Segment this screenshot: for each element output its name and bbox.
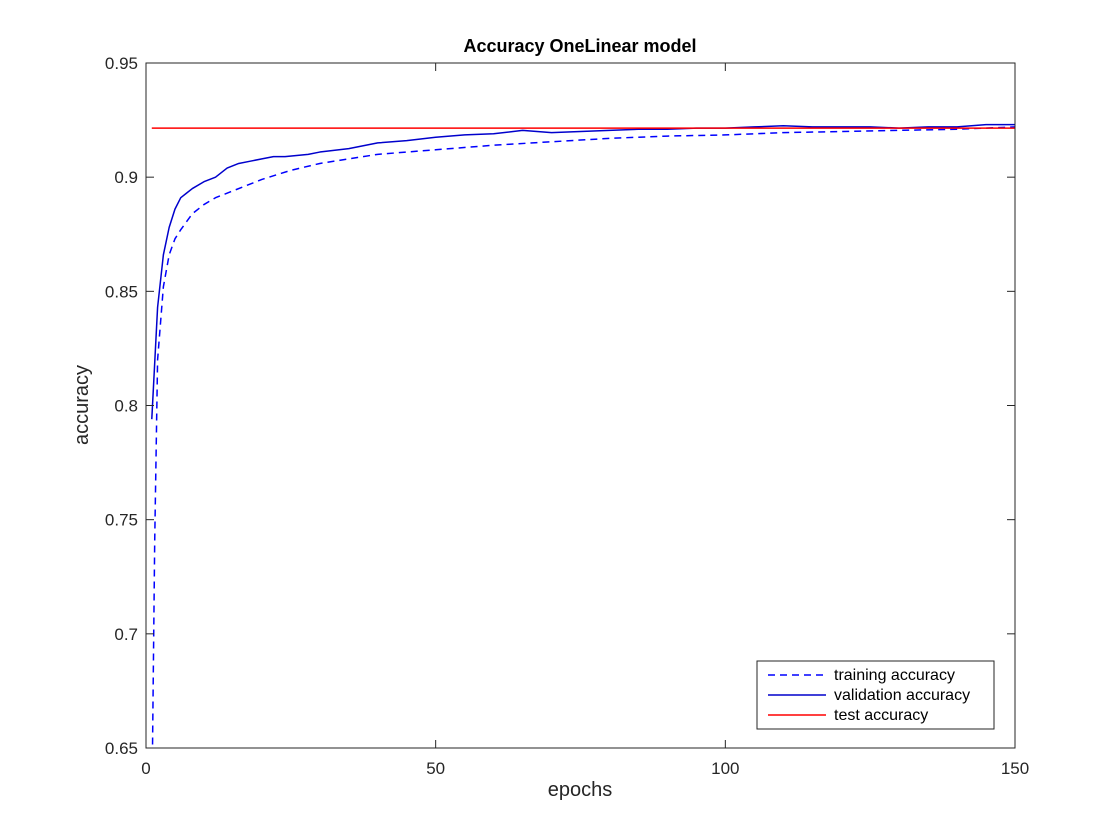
- series-layer: [151, 123, 1015, 748]
- legend: training accuracy validation accuracy te…: [756, 660, 995, 730]
- y-tick-label: 0.7: [114, 625, 138, 644]
- legend-label-validation: validation accuracy: [834, 687, 970, 704]
- y-tick-label: 0.75: [105, 511, 138, 530]
- series-line-validation-accuracy: [151, 123, 1015, 420]
- legend-label-training: training accuracy: [834, 667, 955, 684]
- x-tick-label: 0: [141, 759, 150, 778]
- chart-title: Accuracy OneLinear model: [463, 36, 696, 56]
- ticks-layer: 0 50 100 150 0.65 0.7 0.75 0.8 0.85 0.9 0.95: [105, 54, 1029, 778]
- x-tick-label: 150: [1001, 759, 1029, 778]
- x-tick-label: 100: [711, 759, 739, 778]
- y-tick-label: 0.95: [105, 54, 138, 73]
- y-tick-label: 0.8: [114, 397, 138, 416]
- y-tick-label: 0.9: [114, 168, 138, 187]
- x-axis-label: epochs: [548, 779, 613, 801]
- series-line-training-accuracy: [151, 126, 1015, 748]
- y-axis-label: accuracy: [71, 365, 93, 445]
- y-tick-label: 0.85: [105, 282, 138, 301]
- y-tick-label: 0.65: [105, 739, 138, 758]
- legend-label-test: test accuracy: [834, 707, 928, 724]
- x-tick-label: 50: [426, 759, 445, 778]
